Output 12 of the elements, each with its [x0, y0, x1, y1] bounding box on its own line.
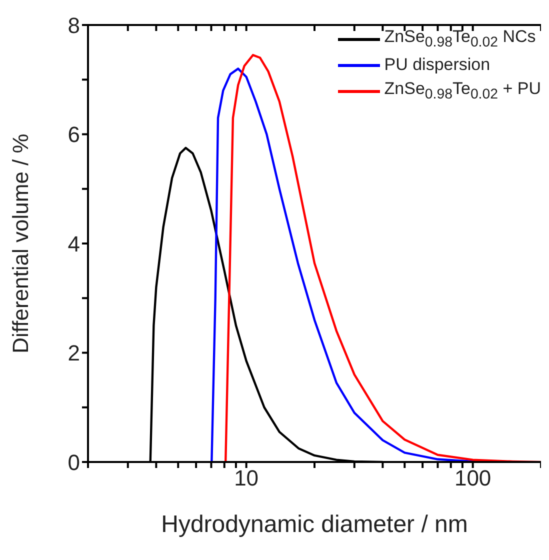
legend-label: ZnSe$_{0.98}$Te$_{0.02}$ + PU	[384, 79, 541, 103]
y-tick-label: 4	[68, 231, 80, 256]
legend-label: ZnSe$_{0.98}$Te$_{0.02}$ NCs	[384, 27, 536, 51]
x-tick-label: 10	[234, 466, 259, 491]
legend-label: PU dispersion	[384, 55, 490, 75]
y-tick-label: 2	[68, 340, 80, 366]
y-tick-label: 8	[68, 12, 80, 38]
y-axis-title: Differential volume / %	[8, 134, 33, 354]
x-tick-label: 100	[454, 466, 492, 491]
x-axis-title: Hydrodynamic diameter / nm	[161, 511, 468, 538]
y-tick-label: 6	[68, 122, 80, 148]
y-tick-label: 0	[68, 450, 80, 475]
